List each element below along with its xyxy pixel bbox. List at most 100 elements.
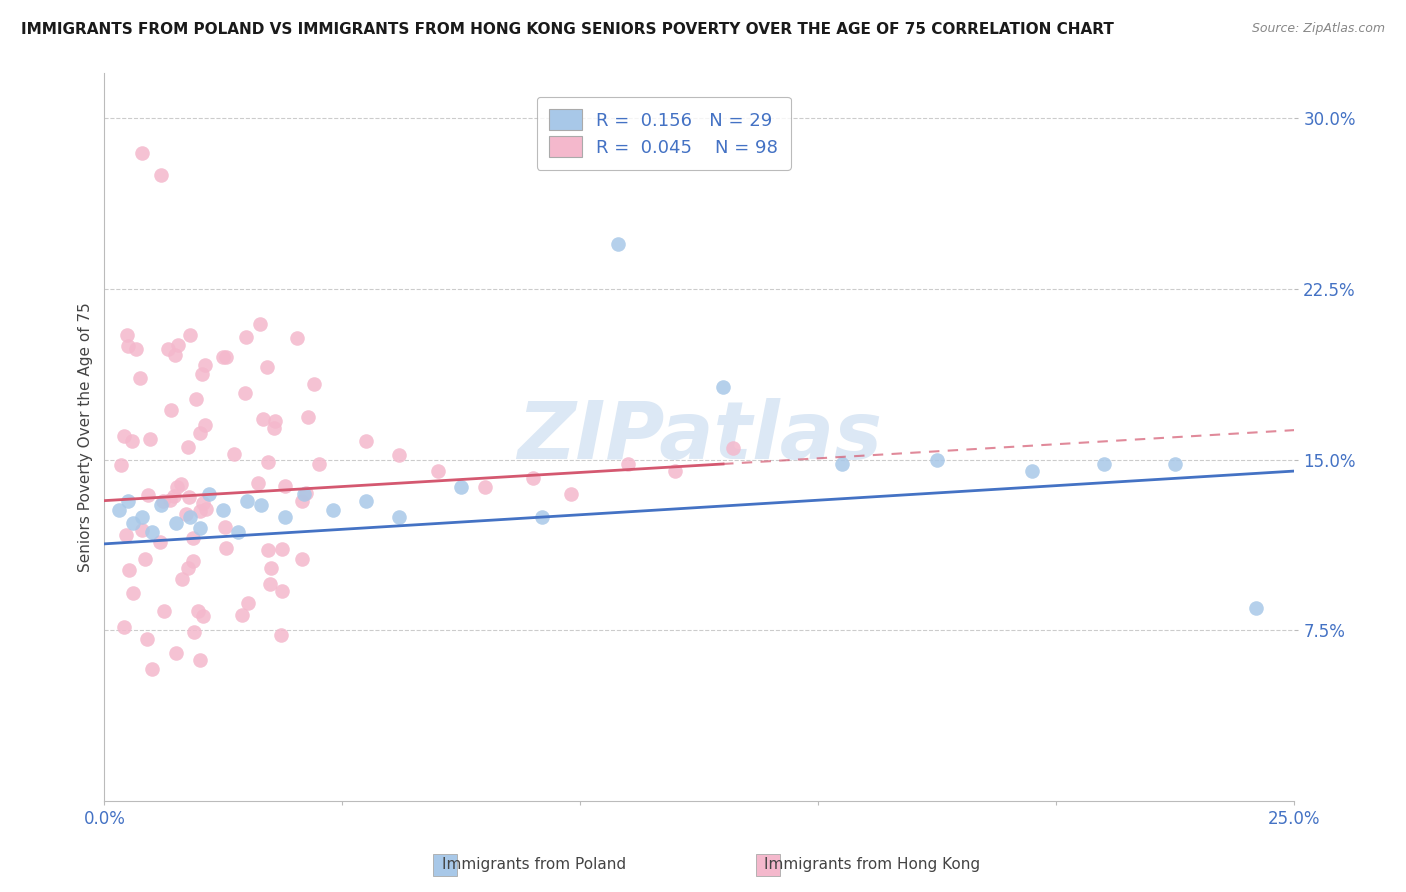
Point <box>141 662 163 676</box>
Point <box>179 327 201 342</box>
Point <box>247 475 270 490</box>
Text: ZIPatlas: ZIPatlas <box>517 398 882 476</box>
Point <box>121 586 143 600</box>
Point <box>169 477 191 491</box>
Point <box>927 452 949 467</box>
Point <box>1021 464 1043 478</box>
Point <box>214 351 236 365</box>
Point <box>271 542 294 557</box>
Legend: R =  0.156   N = 29, R =  0.045    N = 98: R = 0.156 N = 29, R = 0.045 N = 98 <box>537 96 790 169</box>
Point <box>231 607 253 622</box>
Point <box>149 535 172 549</box>
Point <box>212 502 235 516</box>
Point <box>117 493 139 508</box>
Point <box>177 440 200 454</box>
Point <box>131 145 153 160</box>
Point <box>170 572 193 586</box>
Point <box>354 493 377 508</box>
Point <box>474 480 496 494</box>
Point <box>270 583 292 598</box>
Point <box>112 619 135 633</box>
Point <box>236 493 259 508</box>
Point <box>166 480 188 494</box>
Point <box>560 487 582 501</box>
Point <box>1244 600 1267 615</box>
Point <box>291 494 314 508</box>
Point <box>165 646 187 660</box>
Point <box>184 392 207 406</box>
Point <box>165 516 187 531</box>
Point <box>249 317 271 331</box>
Point <box>191 368 214 382</box>
Point <box>135 632 157 646</box>
Point <box>264 414 287 428</box>
Point <box>156 343 179 357</box>
Point <box>153 605 176 619</box>
Point <box>138 488 160 502</box>
Point <box>233 385 256 400</box>
Point <box>831 457 853 471</box>
Point <box>257 543 280 558</box>
Point <box>163 348 186 362</box>
Point <box>159 493 181 508</box>
Point <box>177 490 200 504</box>
Point <box>292 487 315 501</box>
Point <box>191 496 214 510</box>
Point <box>214 520 236 534</box>
Point <box>226 525 249 540</box>
Point <box>354 434 377 449</box>
Point <box>274 479 297 493</box>
Point <box>259 576 281 591</box>
Point <box>181 531 204 545</box>
Point <box>195 502 218 516</box>
Point <box>250 498 273 512</box>
Point <box>174 507 197 521</box>
Point <box>179 509 201 524</box>
Point <box>188 653 211 667</box>
Point <box>212 351 235 365</box>
Point <box>181 554 204 568</box>
Point <box>150 498 173 512</box>
Point <box>450 480 472 494</box>
Point <box>134 552 156 566</box>
Point <box>152 493 174 508</box>
Text: IMMIGRANTS FROM POLAND VS IMMIGRANTS FROM HONG KONG SENIORS POVERTY OVER THE AGE: IMMIGRANTS FROM POLAND VS IMMIGRANTS FRO… <box>21 22 1114 37</box>
Point <box>235 330 257 344</box>
Point <box>274 509 297 524</box>
Point <box>308 457 330 471</box>
Point <box>110 458 132 473</box>
Point <box>139 432 162 446</box>
Point <box>131 509 153 524</box>
Point <box>426 464 449 478</box>
Point <box>711 380 734 394</box>
Point <box>322 502 344 516</box>
Text: Source: ZipAtlas.com: Source: ZipAtlas.com <box>1251 22 1385 36</box>
Point <box>256 359 278 374</box>
Point <box>238 596 260 610</box>
Point <box>117 339 139 353</box>
Point <box>190 425 212 440</box>
Point <box>163 489 186 503</box>
Point <box>194 358 217 372</box>
Point <box>150 169 173 183</box>
Point <box>664 464 686 478</box>
Point <box>187 603 209 617</box>
Point <box>1092 457 1115 471</box>
Point <box>129 371 152 385</box>
Point <box>115 328 138 343</box>
Point <box>194 418 217 433</box>
Point <box>388 448 411 462</box>
Point <box>388 509 411 524</box>
Point <box>160 402 183 417</box>
Point <box>121 434 143 448</box>
Point <box>1164 457 1187 471</box>
Point <box>188 521 211 535</box>
Point <box>531 509 554 524</box>
Point <box>117 563 139 577</box>
Point <box>107 502 129 516</box>
Point <box>252 411 274 425</box>
Point <box>215 541 238 555</box>
Point <box>263 421 285 435</box>
Point <box>122 516 145 531</box>
Point <box>285 331 308 345</box>
